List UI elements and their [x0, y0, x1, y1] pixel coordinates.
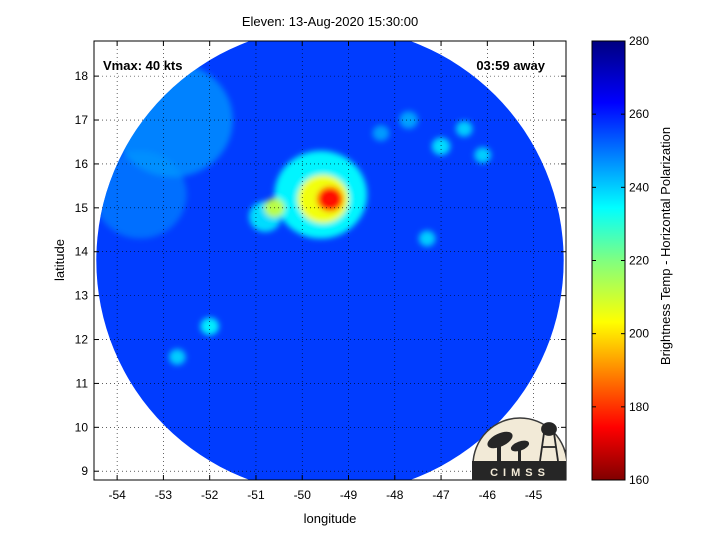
y-tick-label: 13	[75, 289, 89, 303]
colorbar-tick-label: 260	[629, 107, 649, 121]
y-tick-label: 15	[75, 201, 89, 215]
x-tick-label: -54	[108, 488, 126, 502]
x-tick-label: -50	[294, 488, 312, 502]
y-tick-label: 17	[75, 113, 89, 127]
y-ticks: 9 10 11 12 13 14 15 16 17 18	[75, 69, 566, 478]
colorbar-tick-label: 280	[629, 34, 649, 48]
x-axis-label: longitude	[304, 511, 357, 526]
colorbar-tick-label: 240	[629, 180, 649, 194]
grid-lines	[94, 41, 566, 480]
y-tick-label: 14	[75, 245, 89, 259]
x-tick-label: -51	[247, 488, 265, 502]
colorbar-tick-label: 160	[629, 473, 649, 487]
y-tick-label: 10	[75, 420, 89, 434]
x-tick-label: -49	[340, 488, 358, 502]
axes-frame	[93, 40, 567, 481]
brightness-field	[96, 41, 564, 480]
x-tick-label: -46	[479, 488, 497, 502]
logo-text: CIMSS	[490, 467, 550, 479]
brightness-feature	[474, 147, 492, 164]
brightness-feature	[431, 137, 451, 156]
satellite-dish-icon	[487, 431, 530, 461]
colorbar-tick-label: 220	[629, 254, 649, 268]
y-tick-label: 9	[81, 464, 88, 478]
y-tick-label: 11	[76, 376, 89, 390]
colorbar-tick-label: 200	[629, 327, 649, 341]
y-tick-label: 18	[75, 69, 89, 83]
x-tick-label: -47	[432, 488, 450, 502]
brightness-feature	[200, 317, 219, 336]
colorbar-tick-label: 180	[629, 400, 649, 414]
water-tower-icon	[539, 422, 559, 462]
x-tick-label: -52	[201, 488, 219, 502]
cimss-logo: CIMSS	[472, 417, 566, 480]
x-tick-label: -53	[155, 488, 173, 502]
colorbar-ticks: 160 180 200 220 240 260 280	[592, 34, 649, 487]
x-tick-label: -48	[386, 488, 404, 502]
brightness-feature	[455, 120, 473, 137]
brightness-feature	[168, 349, 186, 365]
brightness-feature	[372, 125, 390, 142]
x-tick-label: -45	[525, 488, 543, 502]
y-tick-label: 16	[75, 157, 89, 171]
chart-title: Eleven: 13-Aug-2020 15:30:00	[242, 14, 418, 29]
brightness-feature	[418, 230, 436, 247]
brightness-feature	[317, 186, 343, 212]
y-axis-label: latitude	[52, 239, 67, 281]
brightness-feature	[399, 111, 418, 129]
vmax-annotation: Vmax: 40 kts	[103, 58, 183, 73]
x-ticks: -54 -53 -52 -51 -50 -49 -48 -47 -46 -45	[108, 41, 543, 502]
y-tick-label: 12	[75, 333, 89, 347]
time-away-annotation: 03:59 away	[476, 58, 545, 73]
colorbar	[591, 40, 626, 481]
colorbar-label: Brightness Temp - Horizontal Polarizatio…	[658, 127, 673, 365]
